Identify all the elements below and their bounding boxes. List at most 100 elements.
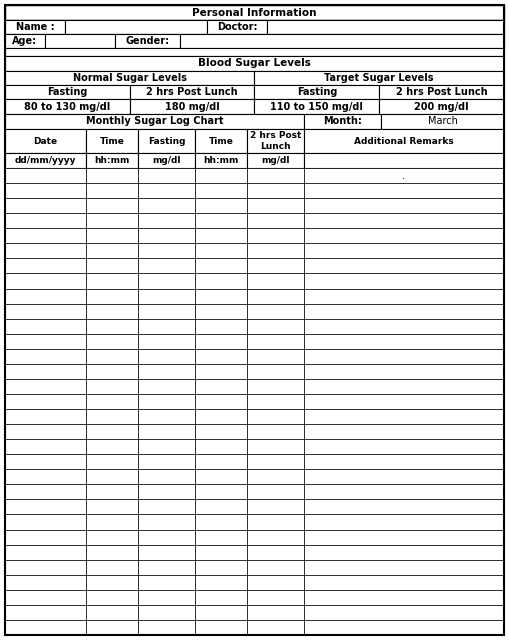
Bar	[87, 198, 138, 213]
Bar	[87, 454, 138, 469]
Bar	[304, 303, 504, 319]
Bar	[304, 424, 504, 439]
Bar	[87, 259, 138, 273]
Bar	[5, 71, 254, 85]
Bar	[87, 394, 138, 409]
Bar	[5, 85, 130, 99]
Bar	[195, 620, 247, 635]
Bar	[5, 243, 87, 259]
Bar	[87, 545, 138, 559]
Text: Fasting: Fasting	[148, 136, 185, 145]
Bar	[195, 198, 247, 213]
Bar	[304, 333, 504, 349]
Bar	[195, 183, 247, 198]
Bar	[138, 289, 195, 303]
Bar	[5, 333, 87, 349]
Bar	[5, 394, 87, 409]
Bar	[5, 590, 87, 605]
Bar	[304, 273, 504, 289]
Bar	[87, 529, 138, 545]
Bar	[138, 620, 195, 635]
Bar	[304, 590, 504, 605]
Text: Gender:: Gender:	[125, 36, 169, 46]
Text: Target Sugar Levels: Target Sugar Levels	[325, 73, 434, 83]
Text: 180 mg/dl: 180 mg/dl	[165, 102, 219, 111]
Bar	[195, 439, 247, 454]
Bar	[87, 559, 138, 575]
Text: mg/dl: mg/dl	[261, 156, 290, 165]
Bar	[304, 259, 504, 273]
Bar	[247, 303, 304, 319]
Bar	[87, 515, 138, 529]
Text: 2 hrs Post Lunch: 2 hrs Post Lunch	[396, 87, 488, 97]
Text: Name :: Name :	[16, 22, 54, 32]
Bar	[304, 545, 504, 559]
Bar	[304, 515, 504, 529]
Bar	[5, 20, 65, 34]
Bar	[304, 620, 504, 635]
Bar	[381, 114, 504, 129]
Bar	[87, 349, 138, 364]
Bar	[247, 454, 304, 469]
Bar	[138, 499, 195, 515]
Bar	[5, 48, 504, 56]
Bar	[207, 20, 267, 34]
Bar	[138, 515, 195, 529]
Bar	[5, 409, 87, 424]
Bar	[87, 620, 138, 635]
Bar	[138, 153, 195, 168]
Bar	[304, 183, 504, 198]
Bar	[247, 575, 304, 590]
Bar	[195, 454, 247, 469]
Bar	[247, 469, 304, 484]
Bar	[304, 349, 504, 364]
Text: 2 hrs Post
Lunch: 2 hrs Post Lunch	[250, 131, 301, 150]
Bar	[138, 379, 195, 394]
Bar	[304, 499, 504, 515]
Bar	[247, 213, 304, 228]
Text: Blood Sugar Levels: Blood Sugar Levels	[198, 58, 311, 68]
Text: Time: Time	[209, 136, 234, 145]
Bar	[5, 424, 87, 439]
Bar	[195, 529, 247, 545]
Bar	[138, 228, 195, 243]
Bar	[5, 529, 87, 545]
Bar	[138, 575, 195, 590]
Bar	[304, 114, 381, 129]
Bar	[195, 333, 247, 349]
Bar	[304, 469, 504, 484]
Bar	[304, 198, 504, 213]
Bar	[247, 394, 304, 409]
Bar	[115, 34, 180, 48]
Bar	[138, 129, 195, 153]
Bar	[5, 20, 504, 34]
Bar	[87, 590, 138, 605]
Bar	[195, 213, 247, 228]
Bar	[65, 20, 207, 34]
Bar	[247, 545, 304, 559]
Text: 2 hrs Post Lunch: 2 hrs Post Lunch	[146, 87, 238, 97]
Bar	[304, 484, 504, 499]
Bar	[87, 319, 138, 333]
Bar	[5, 129, 87, 153]
Bar	[247, 228, 304, 243]
Bar	[138, 454, 195, 469]
Bar	[195, 228, 247, 243]
Bar	[247, 349, 304, 364]
Bar	[5, 114, 304, 129]
Bar	[195, 515, 247, 529]
Text: Fasting: Fasting	[47, 87, 88, 97]
Bar	[254, 99, 379, 114]
Bar	[138, 243, 195, 259]
Bar	[247, 424, 304, 439]
Bar	[304, 364, 504, 379]
Bar	[138, 333, 195, 349]
Text: Doctor:: Doctor:	[217, 22, 257, 32]
Bar	[304, 168, 504, 183]
Bar	[247, 484, 304, 499]
Bar	[5, 289, 87, 303]
Bar	[379, 99, 504, 114]
Bar	[195, 168, 247, 183]
Bar	[195, 243, 247, 259]
Bar	[195, 303, 247, 319]
